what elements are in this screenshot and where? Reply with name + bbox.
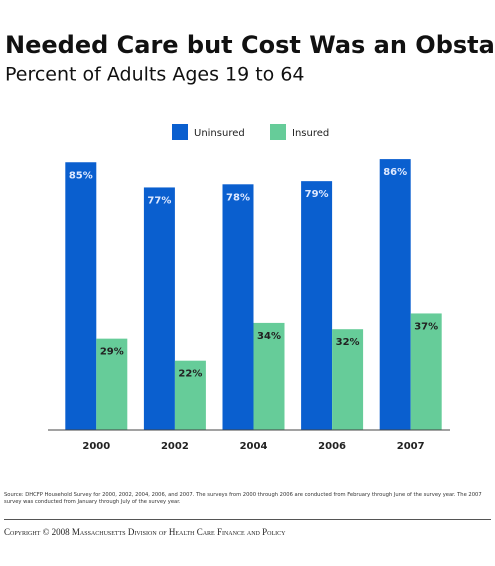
value-label: 77% — [147, 195, 171, 206]
value-label: 85% — [69, 170, 93, 181]
chart-subtitle: Percent of Adults Ages 19 to 64 — [5, 64, 305, 86]
bar — [96, 338, 128, 430]
bar — [143, 187, 175, 430]
x-tick-label: 2004 — [240, 441, 268, 452]
x-tick-label: 2006 — [318, 441, 346, 452]
bar — [301, 181, 333, 430]
x-tick-label: 2007 — [397, 441, 425, 452]
source-note: Source: DHCFP Household Survey for 2000,… — [4, 492, 482, 505]
x-tick-label: 2002 — [161, 441, 189, 452]
legend-label: Insured — [292, 128, 329, 139]
bar — [222, 184, 254, 430]
x-tick-label: 2000 — [82, 441, 110, 452]
bar — [379, 159, 411, 430]
bar — [410, 313, 442, 430]
value-label: 34% — [257, 331, 281, 342]
value-label: 79% — [305, 189, 329, 200]
legend-label: Uninsured — [194, 128, 245, 139]
bar — [65, 162, 97, 430]
legend-swatch — [172, 124, 188, 140]
value-label: 32% — [336, 337, 360, 348]
value-label: 29% — [100, 347, 124, 358]
value-label: 22% — [178, 369, 202, 380]
divider — [4, 519, 491, 520]
chart-title: Needed Care but Cost Was an Obstacle — [5, 31, 495, 59]
bar — [253, 322, 285, 430]
legend-swatch — [270, 124, 286, 140]
bar — [332, 329, 364, 430]
value-label: 37% — [414, 321, 438, 332]
value-label: 86% — [383, 167, 407, 178]
copyright: Copyright © 2008 Massachusetts Division … — [4, 527, 286, 537]
value-label: 78% — [226, 192, 250, 203]
bar — [174, 360, 206, 430]
